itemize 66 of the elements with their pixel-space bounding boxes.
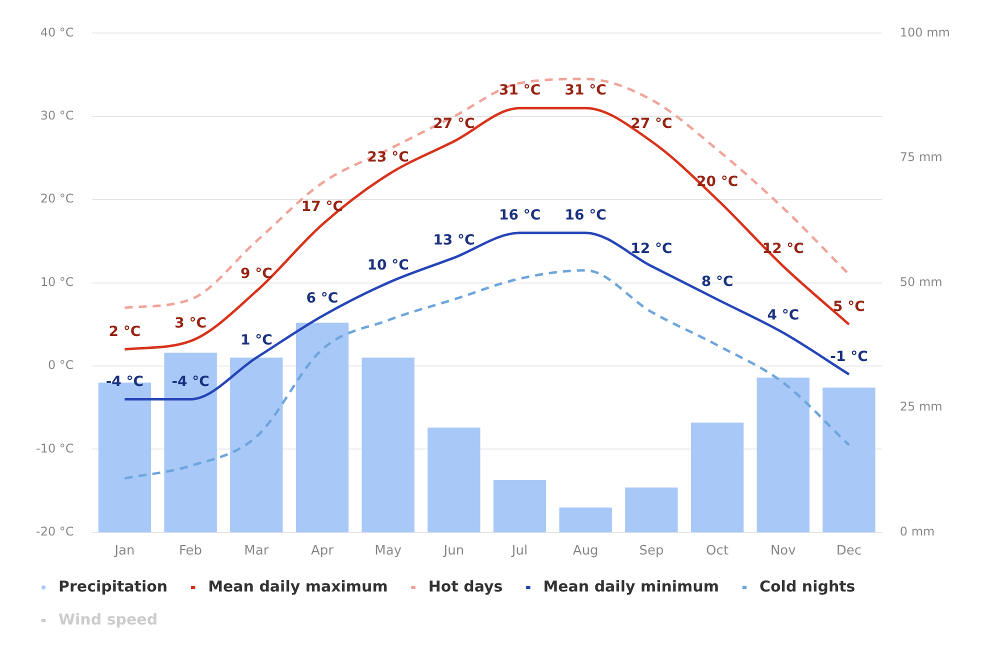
data-label: 17 °C [301,199,344,216]
data-label: 6 °C [306,290,338,307]
data-label: 16 °C [564,208,606,224]
legend-label: Precipitation [58,577,168,596]
x-tick-label: Mar [244,544,270,559]
data-label: 3 °C [174,316,206,332]
line-series [123,269,850,480]
y2-tick-label: 100 mm [900,25,950,40]
bar [493,480,546,532]
y-tick-label: -20 °C [36,524,74,539]
line-series [123,78,850,310]
x-tick-label: Nov [770,544,796,559]
x-tick-label: Jan [114,544,135,559]
data-label: 27 °C [630,116,672,132]
y-tick-label: -10 °C [36,441,74,456]
data-label: 27 °C [433,116,475,132]
data-label: 1 °C [240,332,272,348]
y-tick-label: 10 °C [40,274,74,289]
x-tick-label: Dec [836,544,862,559]
data-label: 9 °C [240,266,272,282]
legend-label: Cold nights [759,577,856,596]
data-label: -4 °C [106,374,144,390]
data-label: 8 °C [701,274,734,290]
x-tick-label: Aug [572,544,598,559]
x-tick-label: Apr [310,544,334,559]
y2-tick-label: 50 mm [900,274,942,289]
data-label: 2 °C [108,324,141,340]
y-tick-label: 0 °C [48,358,74,372]
legend-label: Hot days [428,577,503,596]
bar [230,358,283,532]
data-label: 5 °C [833,299,865,316]
bar [296,322,349,532]
bar [428,428,480,532]
data-label: -4 °C [172,374,210,390]
bar [164,352,217,532]
data-label: 31 °C [564,82,606,99]
bar [559,507,612,532]
data-label: 23 °C [367,149,409,166]
y-tick-label: 30 °C [40,108,74,123]
bar [756,378,810,532]
legend-label: Mean daily maximum [208,577,388,596]
y2-tick-label: 0 mm [900,524,935,539]
bar [362,358,414,532]
bar [690,422,744,532]
y2-tick-label: 25 mm [900,400,942,414]
data-label: 13 °C [433,232,475,248]
data-label: 10 °C [367,257,409,274]
y-tick-label: 40 °C [40,25,74,40]
bar [822,388,876,532]
x-tick-label: Jul [510,544,528,559]
line-series [123,232,850,401]
bar [625,487,678,532]
legend-label: Mean daily minimum [543,577,719,596]
x-tick-label: Jun [442,544,464,559]
data-label: 31 °C [498,82,541,99]
x-tick-label: Sep [639,544,664,559]
y2-tick-label: 75 mm [900,150,942,164]
y-tick-label: 20 °C [40,192,74,206]
x-tick-label: Feb [179,544,202,559]
x-tick-label: May [374,544,402,559]
data-label: 4 °C [767,307,800,324]
line-series [123,106,850,351]
data-label: 12 °C [630,240,672,257]
x-tick-label: Oct [706,544,729,559]
data-label: -1 °C [830,348,868,365]
data-label: 16 °C [498,208,541,224]
